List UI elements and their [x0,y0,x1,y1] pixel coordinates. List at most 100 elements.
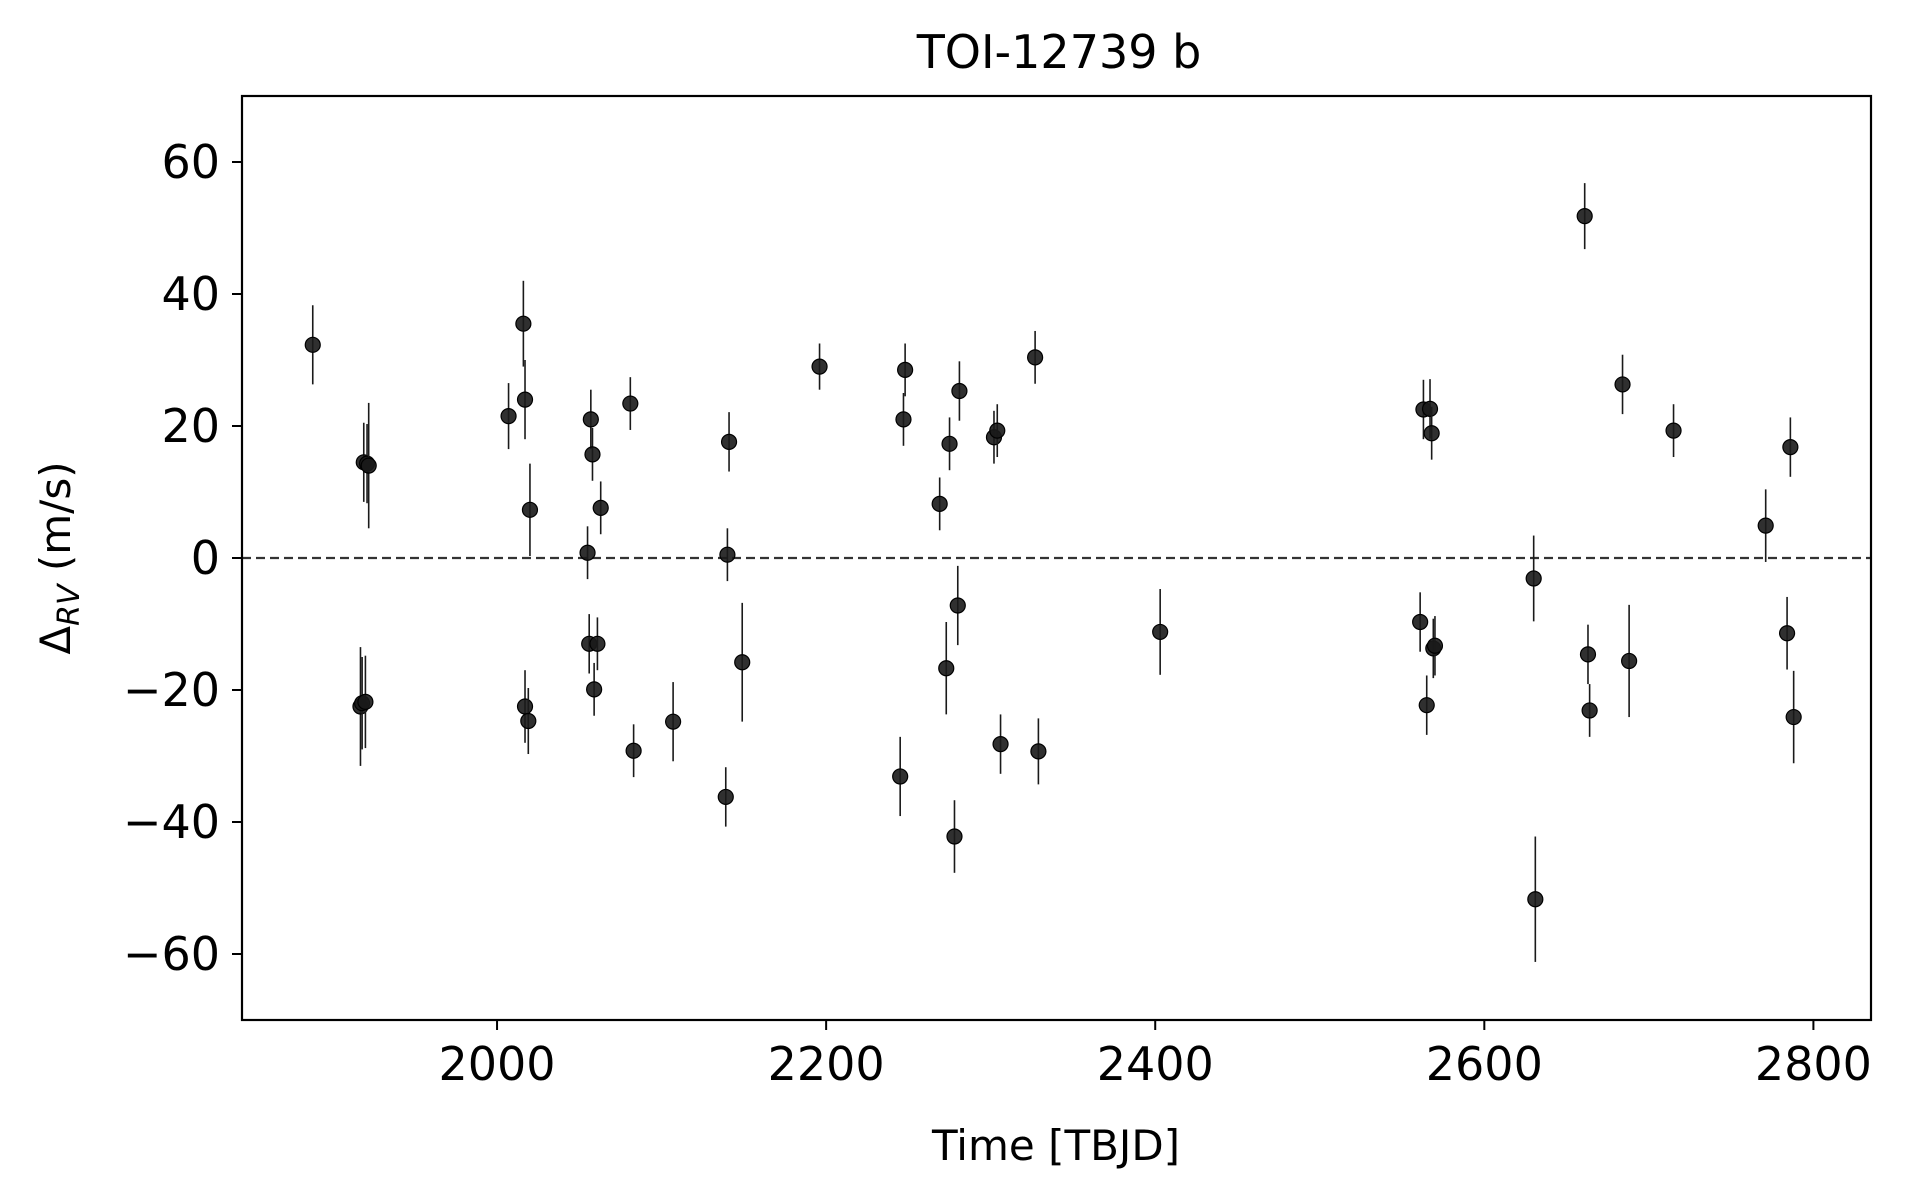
data-point [1412,592,1429,652]
point-marker [586,681,603,698]
data-point [1426,616,1444,676]
point-marker [897,361,914,378]
data-point [1027,330,1044,384]
data-point [579,526,596,580]
y-axis: 60 40 20 0 −20 −40 −60 [123,135,242,981]
point-marker [938,660,955,677]
point-marker [1027,349,1044,366]
point-marker [1757,517,1774,534]
data-point [949,565,966,646]
data-point [360,402,377,529]
data-point [719,528,736,582]
point-marker [719,546,736,563]
point-marker [521,501,539,518]
point-marker [811,358,828,375]
point-marker [892,768,909,785]
data-point [1621,604,1638,718]
data-point [1423,406,1440,460]
data-point [717,767,734,827]
point-marker [931,495,948,512]
data-point [521,463,539,557]
data-point [584,427,601,481]
y-tick-label: 40 [161,267,220,321]
data-point [720,412,738,472]
data-point [500,383,517,450]
point-marker [720,433,738,450]
point-marker [1525,570,1542,587]
data-point [734,602,751,722]
point-marker [992,736,1009,753]
point-marker [360,457,377,474]
point-marker [665,713,682,730]
point-marker [1426,637,1444,654]
point-marker [1665,422,1682,439]
point-marker [989,422,1006,439]
data-point [520,688,537,755]
data-point [941,417,958,471]
data-point [1614,354,1631,415]
point-marker [500,408,517,425]
data-point [1778,596,1796,670]
data-point [589,617,606,671]
data-point [304,305,321,385]
x-axis: 2000 2200 2400 2600 2800 [439,1020,1872,1091]
chart-title: TOI-12739 b [916,25,1202,79]
data-point [1152,589,1169,675]
point-marker [1782,439,1799,456]
point-marker [357,693,374,710]
point-marker [1778,625,1796,642]
data-point [1525,535,1542,622]
point-marker [949,597,966,614]
plot-area [242,183,1871,962]
x-tick-label: 2800 [1755,1037,1872,1091]
data-point [992,714,1009,774]
data-point [622,377,639,430]
data-point [625,724,642,778]
y-axis-label-main: Δ [31,626,80,655]
data-point [1782,417,1799,477]
data-point [895,393,912,446]
data-point [1576,183,1593,250]
point-marker [516,391,534,408]
data-point [586,662,603,716]
point-marker [515,315,532,332]
point-marker [1614,376,1631,393]
data-point [1785,670,1802,764]
x-tick-label: 2600 [1426,1037,1543,1091]
data-point [951,361,968,421]
data-point [938,622,955,715]
data-point [811,343,828,390]
data-point [582,389,599,450]
data-point [931,477,948,531]
data-point [1581,684,1598,737]
y-tick-label: 0 [191,531,220,585]
x-tick-label: 2200 [768,1037,885,1091]
y-tick-label: −20 [123,663,220,717]
point-marker [579,544,596,561]
data-point [989,404,1006,458]
data-point [665,682,682,762]
point-marker [717,788,734,806]
point-marker [304,336,321,353]
point-marker [734,654,751,671]
data-point [592,481,609,535]
data-point [1665,404,1682,458]
data-point [1030,718,1047,785]
point-marker [584,446,601,463]
y-tick-label: 20 [161,399,220,453]
y-axis-label-subscript: RV [52,582,87,626]
data-point [516,670,534,743]
point-marker [1581,702,1598,719]
point-marker [941,435,958,452]
data-point [1418,675,1435,735]
point-marker [589,635,606,652]
point-marker [1421,400,1439,417]
point-marker [592,499,609,516]
data-point [1579,624,1597,685]
point-marker [582,411,599,428]
x-tick-label: 2000 [439,1037,556,1091]
y-axis-label-unit: (m/s) [31,461,80,584]
y-tick-label: 60 [161,135,220,189]
